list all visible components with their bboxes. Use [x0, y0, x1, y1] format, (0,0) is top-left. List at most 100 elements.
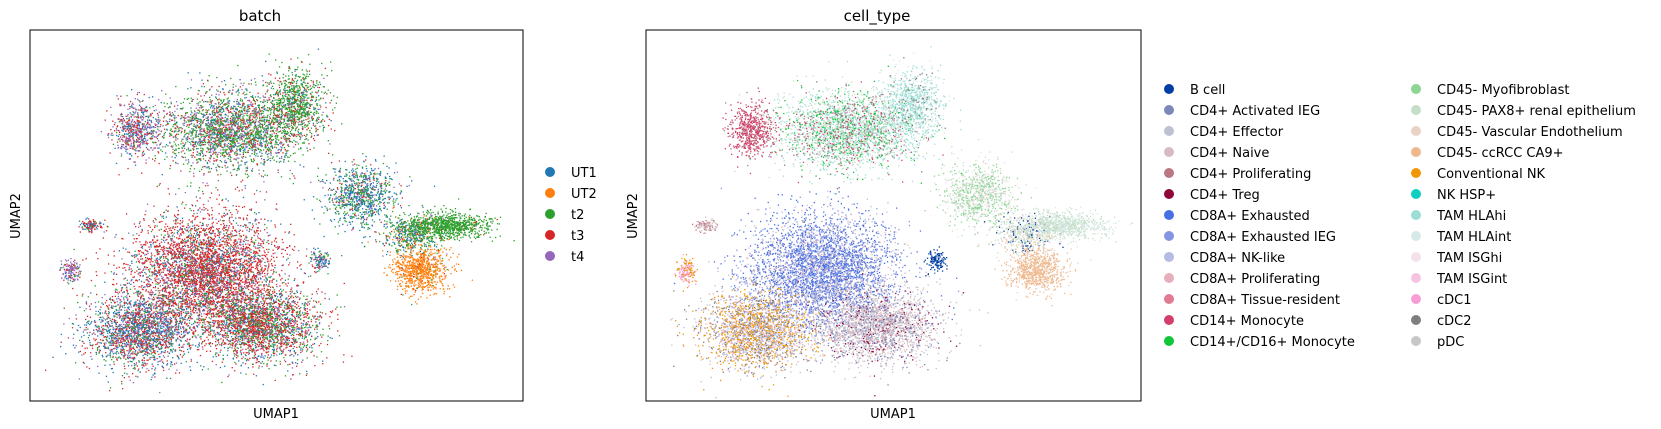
scatter-point — [199, 187, 200, 188]
scatter-point — [187, 112, 188, 113]
scatter-point — [245, 152, 246, 153]
scatter-point — [221, 103, 222, 104]
scatter-point — [253, 110, 254, 111]
scatter-point — [279, 143, 280, 144]
scatter-point — [178, 144, 179, 145]
scatter-point — [239, 129, 240, 130]
scatter-point — [242, 134, 243, 135]
scatter-point — [190, 114, 191, 115]
scatter-point — [238, 168, 239, 169]
scatter-point — [216, 167, 217, 168]
scatter-point — [179, 127, 180, 128]
scatter-point — [199, 158, 200, 159]
scatter-point — [212, 105, 213, 106]
scatter-point — [237, 150, 238, 151]
scatter-point — [247, 132, 248, 133]
scatter-point — [229, 137, 230, 138]
scatter-point — [263, 159, 264, 160]
scatter-point — [171, 103, 172, 104]
scatter-point — [286, 138, 287, 139]
scatter-point — [220, 119, 221, 120]
scatter-point — [264, 121, 265, 122]
scatter-point — [255, 127, 256, 128]
scatter-point — [131, 89, 132, 90]
scatter-point — [258, 170, 259, 171]
scatter-point — [139, 101, 140, 102]
scatter-point — [210, 107, 211, 108]
scatter-point — [180, 103, 181, 104]
scatter-point — [245, 157, 246, 158]
scatter-point — [138, 109, 139, 110]
scatter-point — [193, 115, 194, 116]
scatter-point — [246, 97, 247, 98]
scatter-point — [265, 140, 266, 141]
scatter-point — [199, 133, 200, 134]
scatter-point — [151, 130, 152, 131]
scatter-point — [240, 127, 241, 128]
scatter-point — [227, 109, 228, 110]
scatter-point — [228, 103, 229, 104]
scatter-point — [187, 141, 188, 142]
scatter-point — [202, 148, 203, 149]
scatter-point — [132, 119, 133, 120]
scatter-point — [237, 90, 238, 91]
scatter-point — [228, 115, 229, 116]
scatter-point — [134, 149, 135, 150]
scatter-point — [276, 161, 277, 162]
scatter-point — [152, 142, 153, 143]
scatter-point — [237, 158, 238, 159]
scatter-point — [164, 133, 165, 134]
scatter-point — [205, 166, 206, 167]
scatter-point — [213, 122, 214, 123]
scatter-point — [163, 117, 164, 118]
scatter-point — [243, 93, 244, 94]
scatter-point — [254, 115, 255, 116]
scatter-point — [236, 159, 237, 160]
scatter-point — [267, 156, 268, 157]
scatter-point — [228, 158, 229, 159]
scatter-point — [127, 115, 128, 116]
scatter-point — [256, 153, 257, 154]
scatter-point — [276, 144, 277, 145]
scatter-point — [255, 135, 256, 136]
scatter-point — [247, 177, 248, 178]
scatter-point — [234, 169, 235, 170]
scatter-point — [215, 139, 216, 140]
scatter-point — [282, 144, 283, 145]
scatter-point — [242, 180, 243, 181]
scatter-point — [278, 131, 279, 132]
scatter-point — [244, 94, 245, 95]
scatter-point — [245, 106, 246, 107]
scatter-point — [261, 130, 262, 131]
scatter-point — [217, 157, 218, 158]
scatter-point — [202, 153, 203, 154]
scatter-point — [257, 125, 258, 126]
scatter-point — [203, 174, 204, 175]
scatter-point — [231, 135, 232, 136]
scatter-point — [146, 147, 147, 148]
scatter-point — [226, 153, 227, 154]
scatter-point — [200, 142, 201, 143]
scatter-point — [258, 96, 259, 97]
scatter-point — [162, 174, 163, 175]
scatter-point — [214, 148, 215, 149]
scatter-point — [228, 156, 229, 157]
scatter-point — [215, 121, 216, 122]
scatter-point — [209, 113, 210, 114]
scatter-point — [233, 169, 234, 170]
scatter-point — [188, 72, 189, 73]
scatter-point — [186, 139, 187, 140]
scatter-point — [319, 109, 320, 110]
scatter-point — [154, 160, 155, 161]
scatter-point — [154, 123, 155, 124]
scatter-point — [268, 84, 269, 85]
scatter-point — [271, 139, 272, 140]
scatter-point — [228, 143, 229, 144]
scatter-point — [144, 94, 145, 95]
scatter-point — [222, 147, 223, 148]
scatter-point — [218, 142, 219, 143]
scatter-point — [189, 124, 190, 125]
scatter-point — [207, 129, 208, 130]
scatter-point — [230, 111, 231, 112]
